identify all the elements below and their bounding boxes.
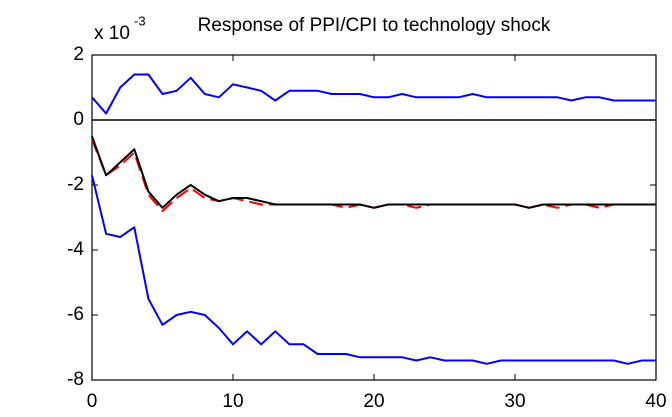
y-tick-label: -6: [67, 304, 84, 325]
y-tick-label: -8: [67, 369, 84, 390]
x-tick-label: 30: [504, 391, 525, 412]
y-tick-label: 0: [73, 109, 84, 130]
x-tick-label: 20: [363, 391, 384, 412]
chart-title: Response of PPI/CPI to technology shock: [198, 15, 551, 36]
y-tick-label: 2: [73, 44, 84, 65]
series-line: [91, 73, 656, 115]
y-multiplier: x 10: [94, 23, 130, 44]
x-tick-label: 40: [645, 391, 666, 412]
x-tick-label: 0: [87, 391, 98, 412]
series-line: [91, 175, 656, 365]
plot-frame: [91, 54, 657, 381]
y-multiplier-exponent: -3: [134, 13, 146, 28]
x-tick-label: 10: [222, 391, 243, 412]
series-line: [91, 135, 656, 209]
y-tick-label: -4: [67, 239, 84, 260]
y-tick-label: -2: [67, 174, 84, 195]
